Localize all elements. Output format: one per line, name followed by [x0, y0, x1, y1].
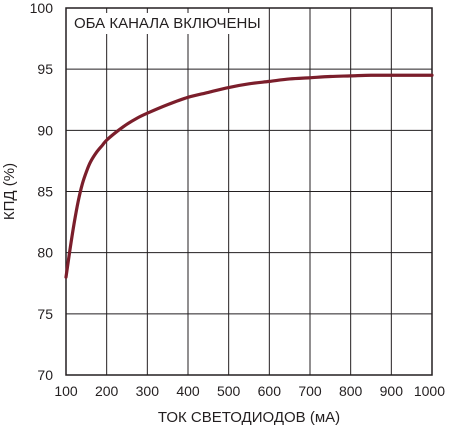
x-tick-label: 300: [136, 383, 160, 399]
x-tick-label: 800: [339, 383, 363, 399]
y-axis-label: КПД (%): [1, 163, 18, 220]
y-tick-label: 70: [37, 367, 53, 383]
series-layer: [64, 73, 434, 279]
plot-frame: [65, 7, 433, 376]
x-tick-label: 100: [54, 383, 78, 399]
x-tick-label: 200: [95, 383, 119, 399]
x-tick-label: 500: [217, 383, 241, 399]
y-tick-label: 85: [37, 184, 53, 200]
y-tick-label: 95: [37, 61, 53, 77]
x-tick-label: 600: [258, 383, 282, 399]
x-tick-label: 400: [176, 383, 200, 399]
x-tick-labels: 100 200 300 400 500 600 700 800 900 1000: [54, 383, 445, 399]
efficiency-series-line: [64, 73, 434, 279]
x-axis-label: ТОК СВЕТОДИОДОВ (мА): [158, 409, 340, 426]
chart-annotation: ОБА КАНАЛА ВКЛЮЧЕНЫ: [74, 15, 261, 32]
y-tick-label: 100: [30, 0, 54, 16]
y-tick-label: 80: [37, 245, 53, 261]
y-tick-label: 90: [37, 122, 53, 138]
x-tick-label: 700: [298, 383, 322, 399]
y-tick-labels: 70 75 80 85 90 95 100: [30, 0, 54, 383]
annotation-background: [70, 13, 265, 34]
x-tick-label: 1000: [414, 383, 445, 399]
x-tick-label: 900: [380, 383, 404, 399]
y-tick-label: 75: [37, 306, 53, 322]
grid: [65, 7, 433, 376]
